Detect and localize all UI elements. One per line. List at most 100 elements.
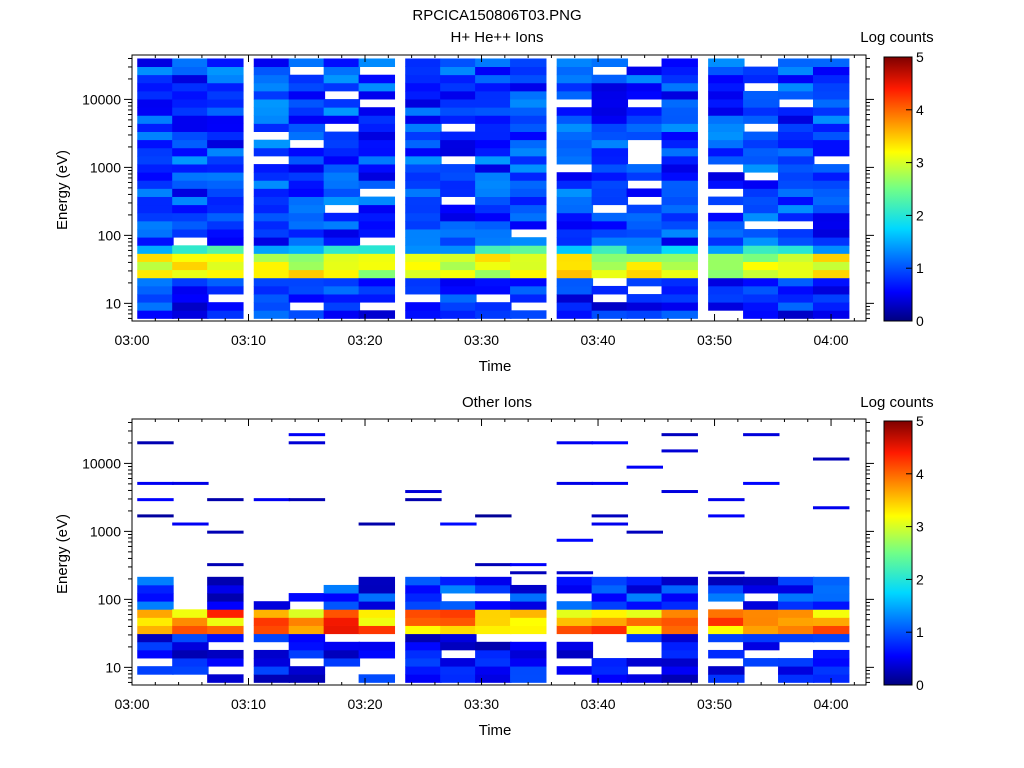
heatmap-cell bbox=[288, 220, 326, 230]
heatmap-cell bbox=[591, 666, 629, 675]
heatmap-cell bbox=[253, 253, 291, 262]
heatmap-cell bbox=[288, 155, 326, 165]
heatmap-cell bbox=[288, 164, 326, 173]
heatmap-cell bbox=[440, 253, 477, 262]
colorbar-tick-label: 1 bbox=[916, 260, 924, 276]
heatmap-cell bbox=[510, 269, 547, 279]
heatmap-cell bbox=[743, 269, 780, 279]
y-tick-label: 100 bbox=[98, 227, 122, 243]
heatmap-cell bbox=[510, 220, 547, 230]
heatmap-cell bbox=[207, 196, 244, 206]
heatmap-cell bbox=[556, 481, 594, 485]
heatmap-cell bbox=[440, 522, 477, 526]
heatmap-cell bbox=[708, 123, 745, 132]
heatmap-cell bbox=[556, 107, 594, 116]
heatmap-cell bbox=[440, 261, 477, 271]
heatmap-cell bbox=[708, 253, 745, 262]
heatmap-cell bbox=[708, 82, 745, 92]
heatmap-cell bbox=[253, 609, 291, 618]
figure-title: RPCICA150806T03.PNG bbox=[412, 7, 581, 24]
heatmap-cell bbox=[323, 66, 361, 76]
heatmap-cell bbox=[440, 172, 477, 181]
heatmap-cell bbox=[207, 155, 244, 165]
heatmap-cell bbox=[475, 131, 512, 141]
heatmap-cell bbox=[510, 674, 547, 683]
heatmap-cell bbox=[778, 674, 815, 683]
heatmap-cell bbox=[812, 204, 850, 214]
heatmap-cell bbox=[812, 269, 850, 279]
heatmap-cell bbox=[253, 245, 291, 254]
heatmap-cell bbox=[405, 261, 442, 271]
heatmap-cell bbox=[591, 172, 629, 181]
heatmap-cell bbox=[708, 277, 745, 287]
heatmap-cell bbox=[708, 302, 745, 311]
heatmap-cell bbox=[405, 66, 442, 76]
heatmap-cell bbox=[137, 123, 174, 132]
heatmap-cell bbox=[556, 666, 594, 675]
heatmap-cell bbox=[323, 147, 361, 157]
heatmap-cell bbox=[172, 617, 209, 626]
heatmap-cell bbox=[556, 139, 594, 149]
heatmap-cell bbox=[405, 180, 442, 189]
heatmap-cell bbox=[323, 58, 361, 67]
panel-h-he-ions: H+ He++ Ions Log counts 03:00 03:10 03:20 0… bbox=[54, 29, 934, 375]
heatmap-cell bbox=[778, 277, 815, 287]
heatmap-cell bbox=[288, 180, 326, 189]
heatmap-cell bbox=[405, 641, 442, 651]
heatmap-cell bbox=[591, 584, 629, 594]
heatmap-cell bbox=[743, 285, 780, 295]
heatmap-cell bbox=[626, 277, 663, 287]
heatmap-cell bbox=[556, 155, 594, 165]
heatmap-cell bbox=[172, 641, 209, 651]
heatmap-cell bbox=[137, 74, 174, 84]
heatmap-cell bbox=[661, 188, 698, 197]
heatmap-cell bbox=[137, 147, 174, 157]
heatmap-cell bbox=[812, 576, 850, 586]
heatmap-cell bbox=[661, 433, 698, 437]
heatmap-cell bbox=[510, 584, 547, 594]
heatmap-cell bbox=[253, 74, 291, 84]
heatmap-cell bbox=[778, 576, 815, 586]
heatmap-cell bbox=[137, 609, 174, 618]
heatmap-cell bbox=[556, 310, 594, 319]
heatmap-cell bbox=[743, 481, 780, 485]
heatmap-cell bbox=[743, 253, 780, 262]
heatmap-cell bbox=[440, 204, 477, 214]
heatmap-cell bbox=[626, 237, 663, 246]
heatmap-cell bbox=[440, 609, 477, 618]
heatmap-cell bbox=[358, 204, 396, 214]
heatmap-cell bbox=[358, 131, 396, 141]
heatmap-cell bbox=[358, 310, 396, 319]
heatmap-cell bbox=[743, 609, 780, 618]
heatmap-cell bbox=[510, 74, 547, 84]
heatmap-cell bbox=[253, 82, 291, 92]
heatmap-cell bbox=[358, 522, 396, 526]
heatmap-cell bbox=[591, 441, 629, 445]
heatmap-cell bbox=[743, 633, 780, 643]
heatmap-cell bbox=[440, 641, 477, 651]
heatmap-cell bbox=[556, 302, 594, 311]
heatmap-cell bbox=[661, 229, 698, 238]
heatmap-cells bbox=[137, 433, 850, 683]
heatmap-cell bbox=[556, 196, 594, 206]
heatmap-cell bbox=[661, 212, 698, 222]
heatmap-cell bbox=[778, 253, 815, 262]
heatmap-cell bbox=[812, 66, 850, 76]
heatmap-cell bbox=[172, 625, 209, 635]
heatmap-cell bbox=[172, 90, 209, 100]
heatmap-cell bbox=[172, 609, 209, 618]
heatmap-cell bbox=[440, 285, 477, 295]
heatmap-cell bbox=[778, 593, 815, 602]
heatmap-cell bbox=[556, 617, 594, 626]
heatmap-cell bbox=[812, 633, 850, 643]
heatmap-cell bbox=[661, 139, 698, 149]
heatmap-cell bbox=[510, 188, 547, 197]
heatmap-cell bbox=[137, 294, 174, 303]
heatmap-cell bbox=[510, 261, 547, 271]
heatmap-cell bbox=[172, 155, 209, 165]
heatmap-cell bbox=[288, 58, 326, 67]
heatmap-cell bbox=[475, 277, 512, 287]
heatmap-cell bbox=[253, 164, 291, 173]
heatmap-cell bbox=[708, 220, 745, 230]
heatmap-cell bbox=[510, 617, 547, 626]
